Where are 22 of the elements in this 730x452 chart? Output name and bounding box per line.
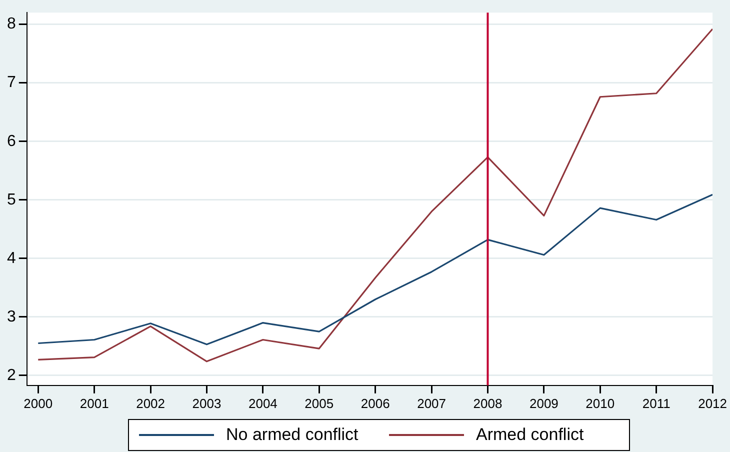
y-tick-label: 2 (6, 366, 16, 384)
x-tick-label: 2003 (192, 396, 222, 411)
x-tick-label: 2000 (24, 396, 53, 411)
y-tick-label: 5 (6, 191, 16, 208)
y-tick-label: 7 (6, 74, 16, 92)
x-tick-label: 2004 (248, 396, 278, 411)
x-tick-label: 2008 (473, 396, 502, 411)
x-tick-label: 2010 (586, 396, 615, 411)
x-tick-label: 2005 (304, 396, 334, 411)
x-tick-label: 2012 (698, 396, 727, 411)
y-tick-label: 6 (6, 132, 16, 150)
y-tick-label: 4 (6, 250, 16, 267)
x-tick-label: 2002 (136, 396, 165, 411)
x-tick-label: 2001 (80, 396, 109, 411)
x-tick-label: 2011 (642, 396, 670, 411)
y-tick-label: 3 (6, 308, 16, 326)
y-tick-label: 8 (6, 16, 16, 33)
legend-label: Armed conflict (476, 425, 584, 445)
x-tick-label: 2007 (417, 396, 446, 411)
x-tick-label: 2006 (360, 396, 390, 411)
legend-label: No armed conflict (226, 425, 358, 445)
x-tick-label: 2009 (529, 396, 558, 411)
